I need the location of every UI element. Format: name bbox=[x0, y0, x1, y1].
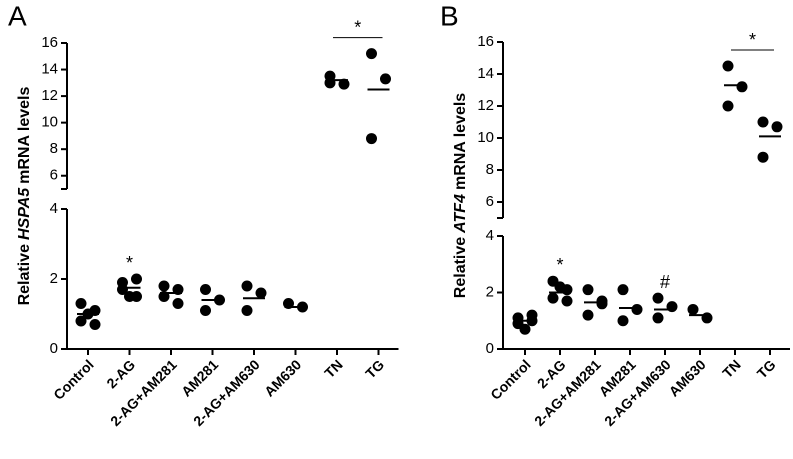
y-tick-label: 0 bbox=[486, 340, 494, 357]
data-point bbox=[722, 100, 734, 112]
y-tick-label: 6 bbox=[50, 167, 58, 184]
x-tick-label: TG bbox=[754, 356, 779, 381]
data-point bbox=[722, 60, 734, 72]
data-point bbox=[736, 81, 748, 93]
y-tick-label: 10 bbox=[477, 129, 494, 146]
data-point bbox=[701, 312, 713, 324]
y-tick-label: 14 bbox=[41, 61, 58, 78]
y-tick-label: 12 bbox=[41, 87, 58, 104]
data-point bbox=[526, 309, 538, 321]
y-axis-label: Relative HSPA5 mRNA levels bbox=[16, 87, 33, 306]
x-tick-label: TG bbox=[362, 356, 387, 381]
data-point bbox=[241, 280, 253, 292]
data-point bbox=[561, 295, 573, 307]
data-point bbox=[241, 305, 253, 316]
y-label-part: ATF4 bbox=[452, 194, 469, 234]
y-tick-label: 10 bbox=[41, 114, 58, 131]
data-point bbox=[666, 301, 678, 313]
y-label-part: mRNA levels bbox=[452, 93, 469, 190]
significance-mark: * bbox=[354, 17, 361, 37]
data-point bbox=[582, 284, 594, 296]
y-tick-label: 12 bbox=[477, 97, 494, 114]
y-tick-label: 8 bbox=[50, 140, 58, 157]
data-point bbox=[255, 287, 267, 299]
data-point bbox=[617, 315, 629, 327]
y-label-part: mRNA levels bbox=[16, 87, 33, 184]
data-point bbox=[200, 284, 211, 295]
data-point bbox=[757, 116, 769, 128]
y-label-part: Relative bbox=[452, 237, 469, 298]
y-tick-label: 4 bbox=[486, 227, 494, 244]
significance-mark: * bbox=[126, 253, 133, 273]
x-tick-label: AM630 bbox=[666, 356, 709, 399]
y-tick-label: 2 bbox=[486, 283, 494, 300]
data-point bbox=[554, 281, 566, 293]
data-point bbox=[366, 133, 377, 145]
data-point bbox=[652, 292, 664, 304]
x-tick-label: Control bbox=[50, 356, 97, 403]
y-label-part: Relative bbox=[16, 244, 33, 305]
y-tick-label: 8 bbox=[486, 161, 494, 178]
data-point bbox=[687, 303, 699, 315]
data-point bbox=[89, 319, 101, 330]
y-axis-label: Relative ATF4 mRNA levels bbox=[452, 93, 469, 299]
data-point bbox=[596, 298, 608, 310]
x-tick-label: TN bbox=[719, 356, 744, 381]
data-point bbox=[652, 312, 664, 324]
x-tick-label: 2-AG bbox=[103, 356, 138, 391]
y-tick-label: 16 bbox=[477, 33, 494, 50]
data-point bbox=[519, 323, 531, 335]
data-point bbox=[75, 298, 87, 309]
data-point bbox=[617, 284, 629, 296]
y-label-part: HSPA5 bbox=[16, 187, 33, 240]
data-point bbox=[366, 48, 377, 60]
data-point bbox=[131, 273, 142, 285]
x-tick-label: TN bbox=[321, 356, 346, 381]
data-point bbox=[380, 73, 391, 85]
data-point bbox=[338, 78, 350, 90]
data-point bbox=[158, 280, 170, 292]
data-point bbox=[547, 292, 559, 304]
data-point bbox=[771, 121, 783, 133]
data-point bbox=[631, 303, 643, 315]
data-point bbox=[757, 151, 769, 163]
y-tick-label: 14 bbox=[477, 65, 494, 82]
y-tick-label: 0 bbox=[50, 340, 58, 357]
y-tick-label: 2 bbox=[50, 270, 58, 287]
data-point bbox=[172, 298, 184, 309]
significance-mark: * bbox=[556, 255, 563, 275]
y-tick-label: 4 bbox=[50, 200, 58, 217]
data-point bbox=[124, 291, 135, 302]
panel-label: B bbox=[440, 0, 459, 31]
panel-label: A bbox=[8, 0, 27, 31]
data-point bbox=[582, 309, 594, 321]
data-point bbox=[324, 70, 336, 82]
x-tick-label: Control bbox=[487, 356, 534, 403]
x-tick-label: AM630 bbox=[261, 356, 304, 399]
significance-mark: * bbox=[749, 30, 756, 50]
data-point bbox=[75, 315, 87, 327]
y-tick-label: 6 bbox=[486, 193, 494, 210]
y-tick-label: 16 bbox=[41, 34, 58, 51]
data-point bbox=[200, 305, 211, 316]
significance-mark: # bbox=[660, 272, 670, 292]
